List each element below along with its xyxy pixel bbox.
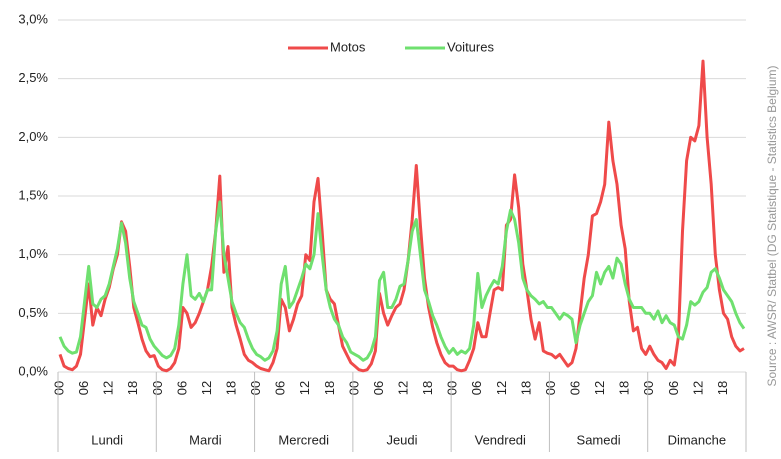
y-tick-label: 0,5% (18, 305, 48, 320)
y-tick-label: 2,5% (18, 70, 48, 85)
series-line (58, 200, 746, 362)
day-label: Mercredi (278, 432, 329, 447)
x-tick-label: 18 (617, 381, 632, 395)
x-tick-label: 06 (567, 381, 582, 395)
x-tick-label: 00 (543, 381, 558, 395)
x-tick-label: 00 (641, 381, 656, 395)
x-tick-label: 18 (223, 381, 238, 395)
y-tick-label: 2,0% (18, 129, 48, 144)
x-tick-label: 06 (469, 381, 484, 395)
day-label: Mardi (189, 432, 222, 447)
x-tick-label: 18 (125, 381, 140, 395)
y-tick-label: 3,0% (18, 11, 48, 26)
day-label: Lundi (91, 432, 123, 447)
day-label: Jeudi (386, 432, 417, 447)
source-note: Source : AWSR/ Statbel (DG Statistique -… (765, 65, 779, 386)
legend-label: Voitures (447, 39, 494, 54)
x-tick-label: 00 (150, 381, 165, 395)
x-tick-label: 12 (297, 381, 312, 395)
y-tick-label: 0,0% (18, 363, 48, 378)
series-line (58, 59, 745, 373)
x-tick-label: 06 (666, 381, 681, 395)
x-tick-label: 06 (76, 381, 91, 395)
x-tick-label: 18 (518, 381, 533, 395)
x-tick-label: 06 (174, 381, 189, 395)
x-tick-label: 12 (592, 381, 607, 395)
x-tick-label: 00 (346, 381, 361, 395)
x-tick-label: 18 (322, 381, 337, 395)
x-tick-label: 06 (273, 381, 288, 395)
x-tick-label: 00 (51, 381, 66, 395)
x-tick-label: 12 (494, 381, 509, 395)
day-label: Samedi (577, 432, 621, 447)
x-tick-label: 12 (199, 381, 214, 395)
x-tick-label: 00 (248, 381, 263, 395)
y-tick-label: 1,0% (18, 246, 48, 261)
day-label: Dimanche (668, 432, 727, 447)
x-tick-label: 00 (445, 381, 460, 395)
x-tick-label: 12 (101, 381, 116, 395)
legend-label: Motos (330, 39, 366, 54)
x-tick-label: 06 (371, 381, 386, 395)
day-label: Vendredi (475, 432, 526, 447)
y-tick-label: 1,5% (18, 187, 48, 202)
x-tick-label: 18 (420, 381, 435, 395)
x-tick-label: 18 (715, 381, 730, 395)
x-tick-label: 12 (395, 381, 410, 395)
x-tick-label: 12 (690, 381, 705, 395)
